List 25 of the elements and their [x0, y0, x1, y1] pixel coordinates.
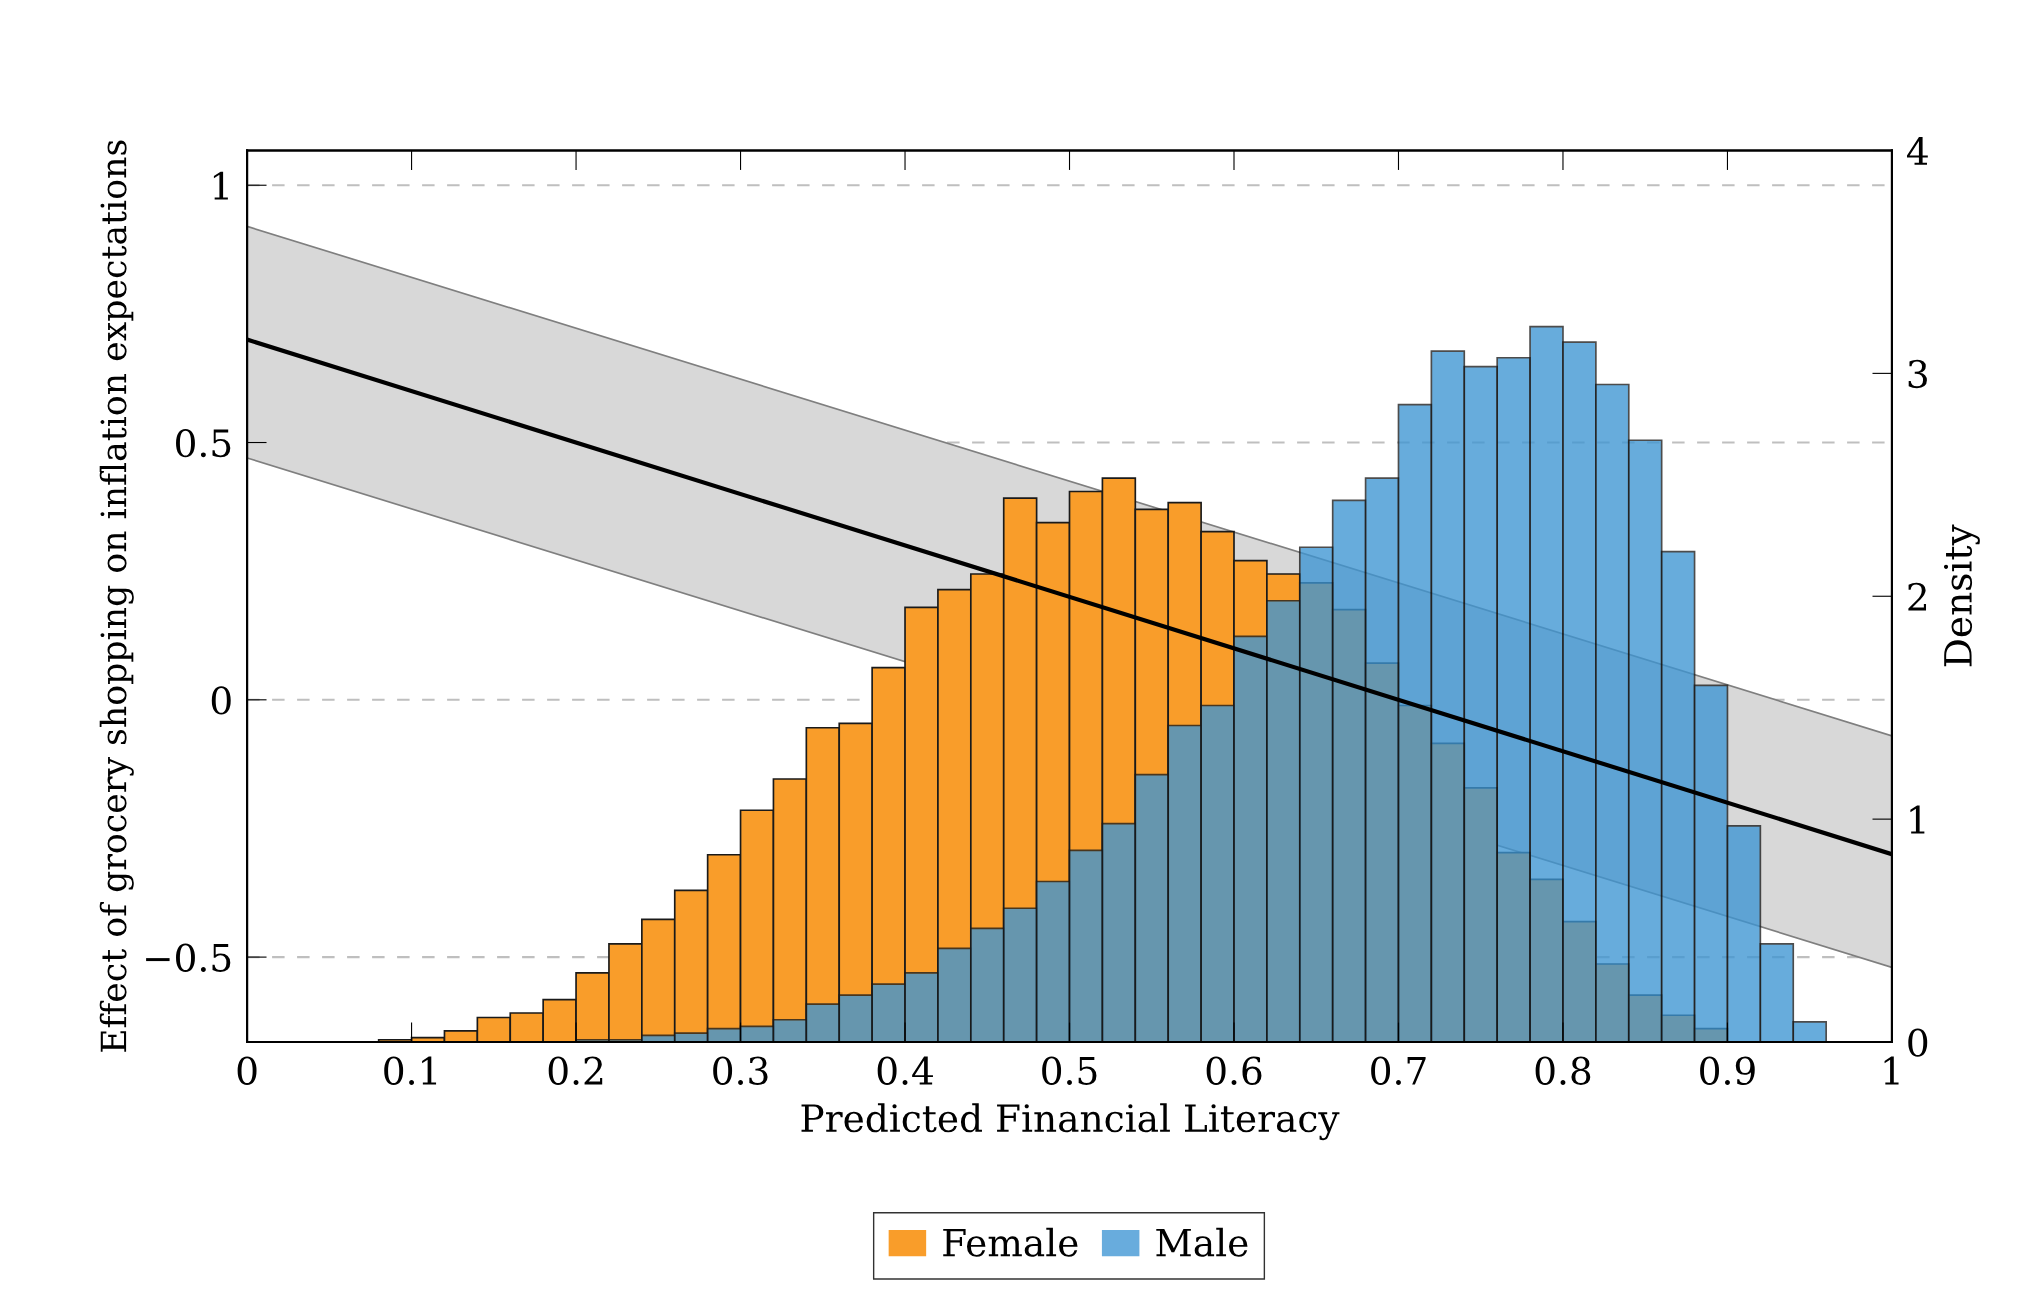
y-axis-title: Effect of grocery shopping on inflation expectations — [99, 140, 134, 1052]
y-tick-label: 1 — [213, 171, 228, 200]
x-tick-label: 0.5 — [1042, 1056, 1097, 1085]
x-axis-title: Predicted Financial Literacy — [801, 1103, 1340, 1141]
y2-tick-label: 3 — [1908, 359, 1927, 389]
y2-tick-label: 0 — [1908, 1028, 1928, 1057]
legend-label: Female — [943, 1227, 1078, 1257]
y2-axis-title: Density — [1943, 524, 1980, 667]
x-tick-label: 0.6 — [1206, 1056, 1262, 1085]
x-tick-label: 0.9 — [1700, 1056, 1755, 1085]
x-tick-label: 0.3 — [713, 1056, 768, 1085]
y2-tick-label: 4 — [1906, 136, 1928, 165]
x-tick-label: 0.8 — [1535, 1056, 1591, 1085]
x-tick-label: 1 — [1884, 1056, 1899, 1085]
y2-tick-label: 1 — [1910, 805, 1925, 834]
x-tick-label: 0 — [237, 1056, 257, 1085]
x-tick-label: 0.2 — [548, 1056, 603, 1085]
x-tick-label: 0.4 — [877, 1056, 933, 1085]
x-tick-label: 0.1 — [384, 1056, 437, 1085]
y2-tick-label: 2 — [1908, 582, 1927, 611]
x-tick-label: 0.7 — [1371, 1056, 1426, 1085]
y-tick-label: −0.5 — [146, 943, 231, 972]
legend-label: Male — [1156, 1227, 1248, 1257]
y-tick-label: 0 — [211, 686, 231, 715]
y-tick-label: 0.5 — [176, 428, 231, 458]
